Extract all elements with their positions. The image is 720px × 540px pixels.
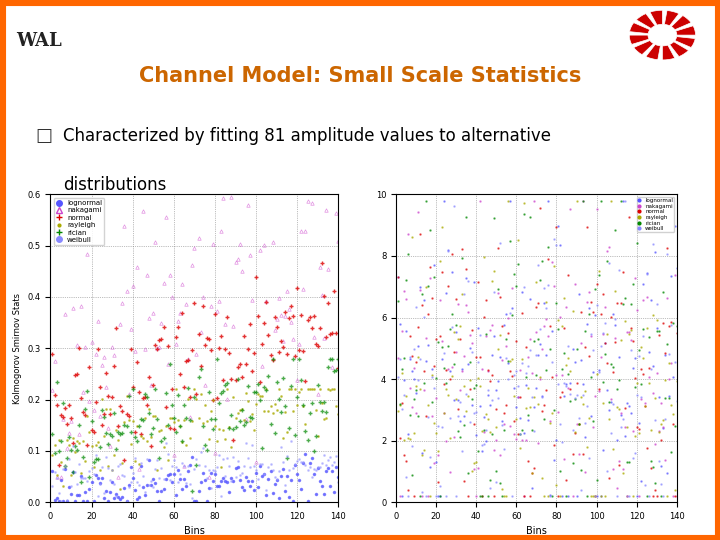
Legend: lognormal, nakagami, normal, rayleigh, rician, weibull: lognormal, nakagami, normal, rayleigh, r… [636, 197, 674, 232]
Wedge shape [670, 42, 688, 57]
Wedge shape [676, 26, 696, 35]
Wedge shape [671, 16, 691, 30]
Wedge shape [629, 23, 650, 33]
Text: □: □ [35, 127, 52, 145]
X-axis label: Bins: Bins [526, 526, 546, 536]
Circle shape [652, 27, 673, 43]
Text: Channel Model: Small Scale Statistics: Channel Model: Small Scale Statistics [139, 65, 581, 86]
Wedge shape [662, 45, 675, 60]
Text: distributions: distributions [63, 176, 166, 193]
Y-axis label: Kolmogorov Smirnov Stats: Kolmogorov Smirnov Stats [13, 293, 22, 404]
Wedge shape [646, 44, 660, 60]
Wedge shape [650, 10, 662, 25]
Wedge shape [634, 40, 654, 55]
Wedge shape [675, 37, 696, 48]
Wedge shape [629, 35, 649, 44]
Text: Characterized by fitting 81 amplitude values to alternative: Characterized by fitting 81 amplitude va… [63, 127, 551, 145]
Wedge shape [636, 14, 655, 29]
Wedge shape [665, 10, 679, 26]
X-axis label: Bins: Bins [184, 526, 204, 536]
Legend: lognormal, nakagami, normal, rayleigh, rician, weibull: lognormal, nakagami, normal, rayleigh, r… [54, 198, 104, 245]
Text: WAL: WAL [17, 31, 63, 50]
